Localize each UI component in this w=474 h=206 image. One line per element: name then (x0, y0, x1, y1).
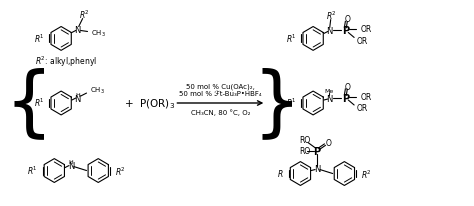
Text: OR: OR (361, 25, 372, 34)
Text: $R^1$: $R^1$ (27, 164, 38, 176)
Text: N: N (74, 94, 81, 103)
Text: $R$: $R$ (277, 167, 284, 178)
Text: CH₃CN, 80 °C, O₂: CH₃CN, 80 °C, O₂ (191, 109, 250, 116)
Text: $\{$: $\{$ (3, 66, 45, 141)
Text: N: N (74, 26, 81, 35)
Text: $R^2$: alkyl,phenyl: $R^2$: alkyl,phenyl (35, 55, 97, 69)
Text: H: H (69, 159, 73, 164)
Text: $R^2$: $R^2$ (326, 9, 337, 22)
Text: H: H (75, 92, 80, 97)
Text: $\rm CH_3$: $\rm CH_3$ (91, 28, 106, 38)
Text: $R^2$: $R^2$ (79, 8, 90, 21)
Text: O: O (326, 139, 332, 147)
Text: $R^1$: $R^1$ (286, 96, 297, 109)
Text: N: N (327, 27, 333, 36)
Text: $R^2$: $R^2$ (115, 165, 126, 177)
Text: P: P (342, 94, 349, 104)
Text: OR: OR (357, 37, 368, 46)
Text: Me: Me (324, 88, 333, 93)
Text: OR: OR (361, 92, 372, 101)
Text: O: O (345, 82, 350, 91)
Text: 50 mol % ℱt-Bu₃P•HBF₄: 50 mol % ℱt-Bu₃P•HBF₄ (179, 91, 262, 97)
Text: N: N (314, 164, 320, 173)
Text: $+$  P(OR)$_3$: $+$ P(OR)$_3$ (124, 97, 175, 110)
Text: P: P (342, 26, 349, 36)
Text: N: N (327, 94, 333, 103)
Text: $R^1$: $R^1$ (34, 32, 45, 44)
Text: O: O (345, 15, 350, 24)
Text: 50 mol % Cu(OAc)₂,: 50 mol % Cu(OAc)₂, (186, 83, 255, 90)
Text: OR: OR (357, 104, 368, 113)
Text: $\}$: $\}$ (252, 66, 292, 141)
Text: N: N (68, 161, 74, 170)
Text: $\rm CH_3$: $\rm CH_3$ (91, 85, 105, 96)
Text: P: P (313, 146, 320, 156)
Text: $R^2$: $R^2$ (361, 167, 372, 180)
Text: $R^1$: $R^1$ (34, 96, 45, 109)
Text: RO: RO (300, 136, 310, 145)
Text: RO: RO (300, 146, 310, 155)
Text: $R^1$: $R^1$ (286, 32, 297, 44)
